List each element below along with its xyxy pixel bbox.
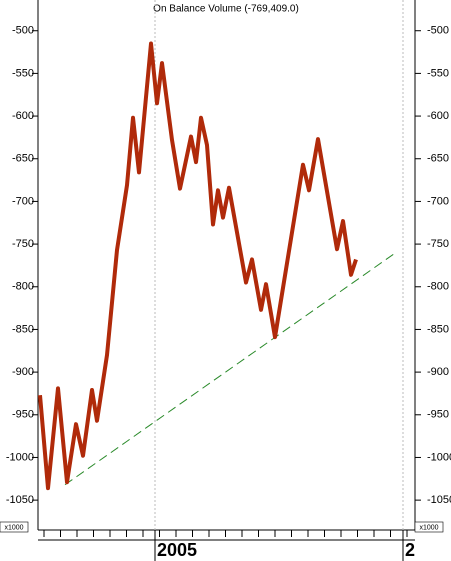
y-tick-label: -900 [427,366,449,378]
unit-label: x1000 [419,524,438,531]
y-tick-label: -500 [12,25,34,37]
y-tick-label: -1050 [6,494,34,506]
y-tick-label: -950 [12,409,34,421]
chart-title: On Balance Volume (-769,409.0) [153,4,299,15]
y-tick-label: -650 [427,153,449,165]
y-tick-label: -550 [12,67,34,79]
y-tick-label: -900 [12,366,34,378]
y-tick-label: -700 [427,195,449,207]
unit-label: x1000 [4,524,23,531]
y-tick-label: -650 [12,153,34,165]
unit-box [414,521,444,533]
unit-box [0,521,29,533]
y-tick-label: -800 [427,281,449,293]
y-tick-label: -500 [427,25,449,37]
y-tick-label: -750 [12,238,34,250]
y-tick-label: -850 [427,323,449,335]
y-tick-label: -700 [12,195,34,207]
y-tick-label: -1000 [427,451,451,463]
y-tick-label: -1000 [6,451,34,463]
y-tick-label: -600 [12,110,34,122]
y-tick-label: -850 [12,323,34,335]
y-tick-label: -1050 [427,494,451,506]
y-tick-label: -600 [427,110,449,122]
obv-line [38,41,358,491]
y-tick-label: -550 [427,67,449,79]
trendline [64,251,398,486]
x-tick-label: 2005 [157,540,197,560]
y-tick-label: -750 [427,238,449,250]
x-tick-label: 2 [405,540,415,560]
y-tick-label: -950 [427,409,449,421]
y-tick-label: -800 [12,281,34,293]
